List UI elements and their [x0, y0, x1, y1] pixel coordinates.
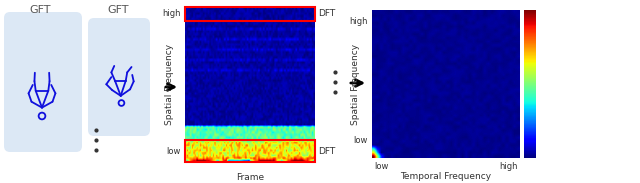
Bar	[185, 140, 315, 162]
Text: Frame: Frame	[236, 173, 264, 182]
Text: DFT: DFT	[318, 147, 335, 156]
Text: Temporal Frequency: Temporal Frequency	[401, 172, 492, 181]
Text: GFT: GFT	[108, 5, 129, 15]
FancyBboxPatch shape	[4, 12, 82, 152]
Text: DFT: DFT	[318, 10, 335, 18]
Bar	[185, 7, 315, 21]
Text: high: high	[163, 10, 181, 18]
FancyBboxPatch shape	[88, 18, 150, 136]
Text: high: high	[499, 162, 518, 171]
Text: low: low	[354, 136, 368, 145]
Text: Spatial Frequency: Spatial Frequency	[351, 43, 360, 125]
Text: low: low	[166, 147, 181, 156]
Text: Spatial Frequency: Spatial Frequency	[164, 44, 173, 125]
Text: high: high	[349, 17, 368, 26]
Text: low: low	[374, 162, 388, 171]
Text: GFT: GFT	[29, 5, 51, 15]
